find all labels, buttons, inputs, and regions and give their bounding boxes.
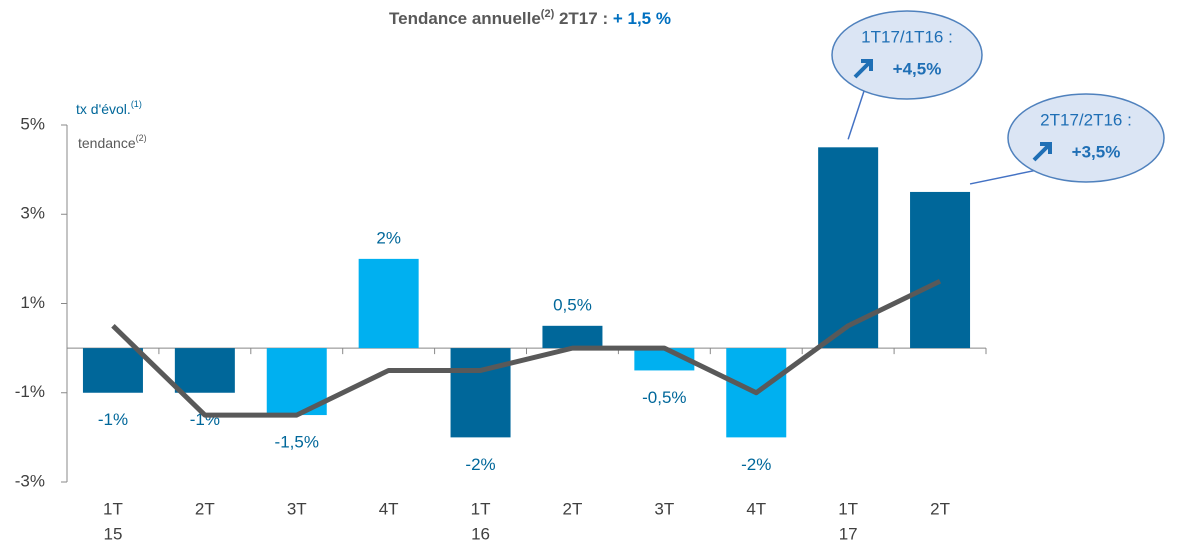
- trend-line: [111, 278, 942, 418]
- bar: [174, 348, 235, 393]
- legend-text: tx d'évol.: [76, 101, 131, 117]
- title-sup: (2): [541, 8, 555, 20]
- x-tick-label: 2T: [195, 499, 215, 518]
- x-tick-label: 2T: [930, 499, 950, 518]
- bar: [542, 325, 603, 349]
- legend-sup: (2): [136, 133, 147, 143]
- callout: [831, 10, 983, 100]
- x-year-label: 16: [471, 524, 490, 543]
- x-tick-label: 2T: [563, 499, 583, 518]
- callout-value: +4,5%: [893, 59, 942, 78]
- legend-entry: tx d'évol.(1): [76, 99, 142, 116]
- callout-value: +3,5%: [1072, 142, 1121, 161]
- y-tick-label: 1%: [20, 293, 45, 312]
- value-label: -0,5%: [642, 388, 686, 407]
- title-text: Tendance annuelle: [389, 9, 541, 28]
- callout-pointer: [969, 168, 1044, 185]
- callout-label: 1T17/1T16 :: [861, 27, 953, 46]
- x-tick-label: 1T: [471, 499, 491, 518]
- value-label: 2%: [376, 228, 401, 247]
- y-tick-label: 5%: [20, 114, 45, 133]
- x-tick-label: 4T: [746, 499, 766, 518]
- y-tick-label: -1%: [15, 382, 45, 401]
- legend-text: tendance: [78, 135, 136, 151]
- chart-title: Tendance annuelle(2) 2T17 : + 1,5 %: [389, 8, 671, 29]
- value-label: -2%: [465, 455, 495, 474]
- legend-sup: (1): [131, 99, 142, 109]
- callout-pointer: [847, 85, 867, 140]
- x-tick-label: 1T: [103, 499, 123, 518]
- bar: [82, 348, 143, 393]
- y-tick-label: 3%: [20, 204, 45, 223]
- x-tick-label: 1T: [838, 499, 858, 518]
- title-middle: 2T17 :: [554, 9, 613, 28]
- callout-arrow: [853, 59, 873, 79]
- value-label: -2%: [741, 455, 771, 474]
- callout: [1007, 93, 1165, 183]
- x-tick-label: 3T: [287, 499, 307, 518]
- bar: [358, 258, 419, 349]
- y-tick-label: -3%: [15, 471, 45, 490]
- x-tick-label: 3T: [654, 499, 674, 518]
- x-tick-label: 4T: [379, 499, 399, 518]
- bar: [450, 348, 511, 438]
- value-label: -1%: [98, 410, 128, 429]
- callout-label: 2T17/2T16 :: [1040, 110, 1132, 129]
- legend-entry: tendance(2): [78, 133, 147, 150]
- bar: [910, 191, 971, 349]
- title-highlight: + 1,5 %: [613, 9, 671, 28]
- value-label: -1,5%: [275, 433, 319, 452]
- x-year-label: 15: [103, 524, 122, 543]
- callout-arrow: [1032, 142, 1052, 162]
- value-label: 0,5%: [553, 295, 592, 314]
- x-year-label: 17: [839, 524, 858, 543]
